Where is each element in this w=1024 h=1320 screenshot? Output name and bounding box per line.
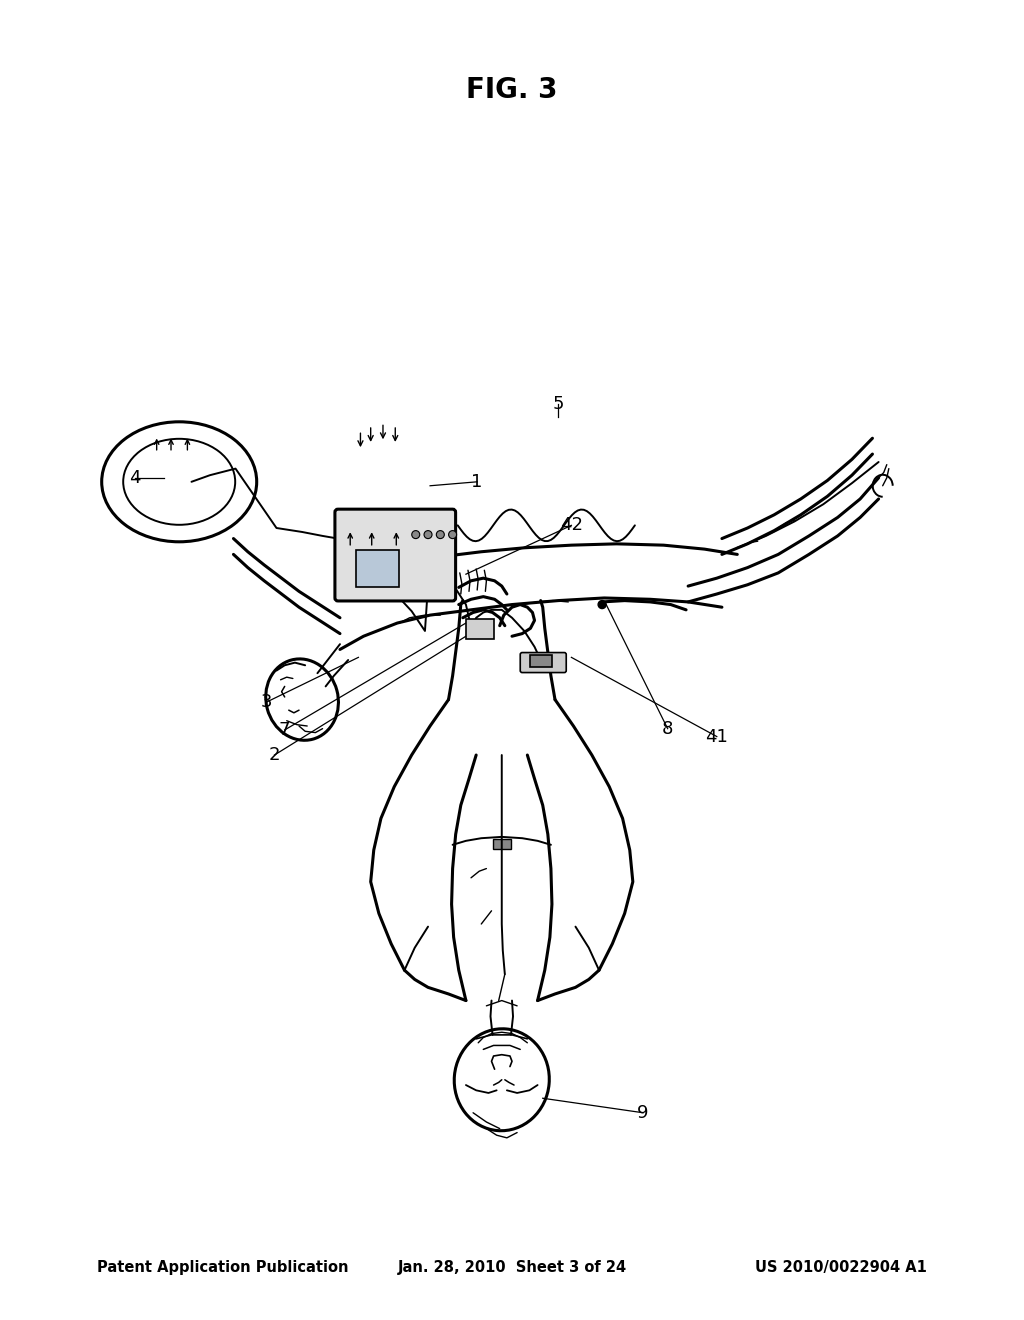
Text: US 2010/0022904 A1: US 2010/0022904 A1 bbox=[755, 1259, 927, 1275]
Text: 2: 2 bbox=[268, 746, 281, 764]
Text: 42: 42 bbox=[560, 516, 583, 535]
FancyBboxPatch shape bbox=[493, 838, 511, 849]
Circle shape bbox=[436, 531, 444, 539]
FancyBboxPatch shape bbox=[466, 619, 494, 639]
Ellipse shape bbox=[101, 422, 257, 541]
Text: 4: 4 bbox=[129, 469, 141, 487]
Text: Patent Application Publication: Patent Application Publication bbox=[97, 1259, 349, 1275]
Text: 3: 3 bbox=[260, 693, 272, 711]
Text: 41: 41 bbox=[706, 727, 728, 746]
Text: Jan. 28, 2010  Sheet 3 of 24: Jan. 28, 2010 Sheet 3 of 24 bbox=[397, 1259, 627, 1275]
Text: 8: 8 bbox=[662, 719, 674, 738]
Text: 5: 5 bbox=[552, 395, 564, 413]
FancyBboxPatch shape bbox=[520, 652, 566, 673]
Circle shape bbox=[598, 601, 606, 609]
Circle shape bbox=[449, 531, 457, 539]
Text: 9: 9 bbox=[637, 1104, 649, 1122]
Circle shape bbox=[424, 531, 432, 539]
Text: 7: 7 bbox=[279, 721, 291, 739]
Text: 1: 1 bbox=[471, 473, 483, 491]
FancyBboxPatch shape bbox=[356, 550, 399, 587]
FancyBboxPatch shape bbox=[335, 510, 456, 601]
Ellipse shape bbox=[455, 1028, 549, 1131]
FancyBboxPatch shape bbox=[530, 655, 552, 667]
Circle shape bbox=[412, 531, 420, 539]
Text: FIG. 3: FIG. 3 bbox=[466, 75, 558, 104]
Ellipse shape bbox=[265, 659, 339, 741]
